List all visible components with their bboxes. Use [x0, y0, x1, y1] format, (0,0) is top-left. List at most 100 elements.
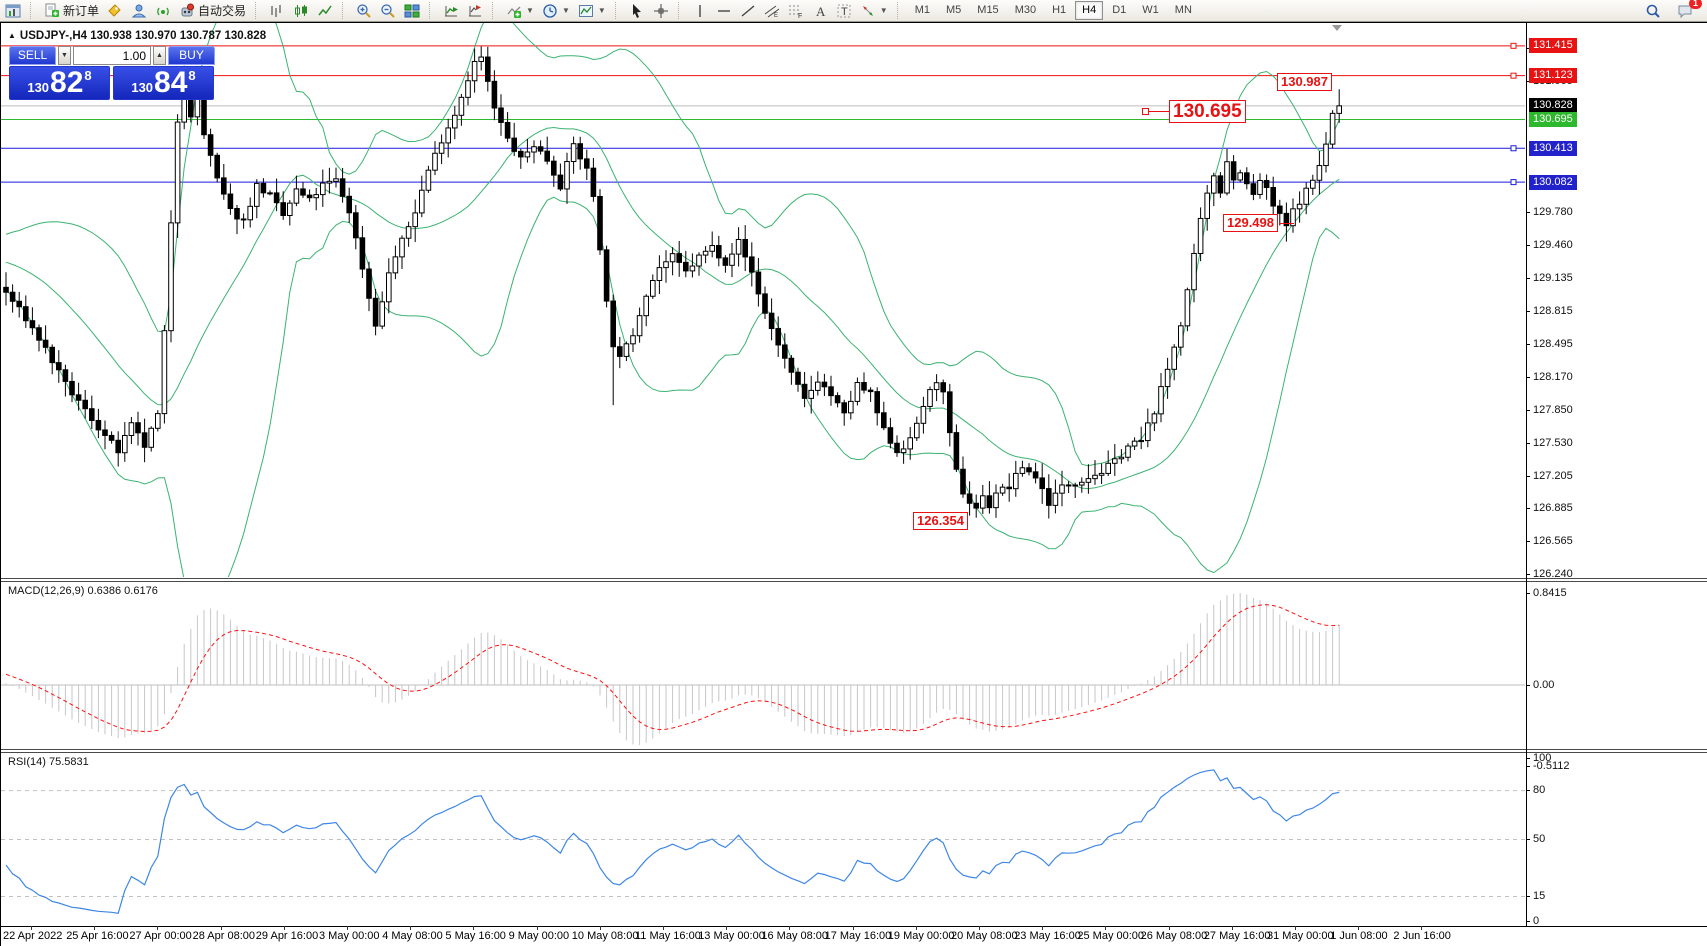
line-handle[interactable] — [1510, 145, 1517, 152]
toolbar-button-text-tool[interactable]: A — [808, 2, 832, 19]
line-price-label: 131.415 — [1529, 38, 1577, 54]
toolbar-separator — [896, 2, 904, 19]
price-tick: 128.815 — [1526, 305, 1573, 318]
price-tick: 129.460 — [1526, 239, 1573, 252]
macd-axis-tick: 0.8415 — [1526, 587, 1567, 600]
search-button[interactable] — [1641, 2, 1665, 19]
time-label: 23 May 16:00 — [1014, 930, 1081, 942]
toolbar-button-zoom-out[interactable] — [376, 2, 400, 19]
new-order-label: 新订单 — [63, 4, 100, 18]
chat-button[interactable]: 1 — [1673, 0, 1702, 19]
time-label: 10 May 08:00 — [571, 930, 639, 942]
price-annotation[interactable]: 130.695 — [1169, 100, 1246, 123]
toolbar-separator — [614, 2, 622, 19]
toolbar-button-bar-chart-mode[interactable] — [265, 2, 289, 19]
line-handle[interactable] — [1510, 72, 1517, 79]
toolbar-button-chart-shift[interactable] — [463, 2, 487, 19]
dropdown-caret-icon[interactable]: ▼ — [879, 6, 888, 15]
time-label: 20 May 08:00 — [951, 930, 1018, 942]
toolbar-button-line-chart-mode[interactable] — [313, 2, 337, 19]
rsi-label: RSI(14) 75.5831 — [8, 756, 89, 768]
panel-separator[interactable] — [1, 749, 1707, 753]
time-tick — [31, 926, 32, 930]
sell-button[interactable]: SELL — [9, 46, 56, 65]
timeframe-button-M30[interactable]: M30 — [1014, 4, 1037, 16]
toolbar-separator — [677, 2, 685, 19]
price-annotation[interactable]: 129.498 — [1223, 214, 1278, 232]
annotation-anchor[interactable] — [1142, 108, 1149, 115]
toolbar-button-horizontal-line-tool[interactable] — [712, 2, 736, 19]
annotation-leader — [1279, 223, 1294, 224]
arrows-icon — [862, 5, 873, 16]
time-label: 16 May 08:00 — [761, 930, 829, 942]
hline-icon — [717, 9, 730, 12]
time-tick — [410, 926, 412, 930]
time-tick — [599, 926, 601, 930]
timeframe-button-H4[interactable]: H4 — [1075, 1, 1104, 20]
toolbar-button-tile-windows[interactable] — [400, 2, 424, 19]
volume-up-button[interactable]: ▲ — [153, 46, 166, 65]
toolbar-button-cursor-tool[interactable] — [625, 2, 649, 19]
macd-label: MACD(12,26,9) 0.6386 0.6176 — [8, 585, 158, 597]
volume-input[interactable] — [73, 46, 151, 65]
line-handle[interactable] — [1510, 42, 1517, 49]
autotrading-label: 自动交易 — [198, 4, 247, 18]
dropdown-caret-icon[interactable]: ▼ — [526, 6, 534, 15]
toolbar-button-indicators-list[interactable]: ▼ — [502, 2, 538, 19]
toolbar-button-fibonacci-tool[interactable]: F — [784, 2, 808, 19]
price-annotation[interactable]: 126.354 — [913, 512, 968, 530]
timeframe-button-M5[interactable]: M5 — [946, 4, 962, 16]
dropdown-caret-icon[interactable]: ▼ — [597, 6, 606, 15]
timeframe-button-MN[interactable]: MN — [1174, 4, 1192, 16]
toolbar-button-history-center[interactable] — [103, 2, 127, 19]
toolbar-button-templates[interactable]: ▼ — [574, 2, 610, 19]
sell-price-button[interactable]: 130 82 8 — [9, 66, 110, 100]
toolbar-button-vertical-line-tool[interactable] — [688, 2, 712, 19]
symbol-info: ▲ USDJPY-,H4 130.938 130.970 130.787 130.… — [8, 30, 266, 42]
cursor-icon — [632, 3, 641, 18]
panel-separator[interactable] — [1, 578, 1707, 582]
toolbar: 新订单 自动交易 ▼ ▼ ▼ E F A T ▼ M1 M5 M15 M30 H1 H4 D1 W1 MN 1 — [0, 0, 1707, 22]
toolbar-button-navigator[interactable] — [127, 2, 151, 19]
timeframe-button-M1[interactable]: M1 — [914, 4, 930, 16]
toolbar-button-signals[interactable] — [151, 2, 175, 19]
toolbar-button-equidistant-channel-tool[interactable]: E — [760, 2, 784, 19]
price-annotation[interactable]: 130.987 — [1277, 73, 1332, 91]
buy-price-pip: 8 — [188, 68, 196, 83]
toolbar-button-arrows-tool[interactable]: ▼ — [856, 2, 892, 19]
toolbar-button-autotrading[interactable]: 自动交易 — [175, 2, 250, 19]
toolbar-button-zoom-in[interactable] — [352, 2, 376, 19]
timeframe-button-D1[interactable]: D1 — [1112, 4, 1127, 16]
line-price-label: 130.082 — [1529, 174, 1577, 190]
timeframe-button-W1[interactable]: W1 — [1142, 4, 1159, 16]
dropdown-caret-icon[interactable]: ▼ — [561, 6, 570, 15]
toolbar-button-new-order[interactable]: 新订单 — [40, 2, 103, 19]
rsi-axis-tick: 0 — [1526, 915, 1539, 928]
timeframe-button-H1[interactable]: H1 — [1052, 4, 1067, 16]
toolbar-button-trendline-tool[interactable] — [736, 2, 760, 19]
volume-down-button[interactable]: ▼ — [58, 46, 71, 65]
autotrade-icon — [181, 3, 195, 16]
toolbar-button-crosshair-tool[interactable] — [649, 2, 673, 19]
price-tick: 127.205 — [1526, 470, 1573, 483]
macd-signal-line — [5, 604, 1340, 733]
symbol-ohlc-text: USDJPY-,H4 130.938 130.970 130.787 130.8… — [19, 30, 267, 42]
time-tick — [979, 926, 980, 930]
buy-button[interactable]: BUY — [168, 46, 215, 65]
sell-price-prefix: 130 — [27, 80, 50, 95]
line-handle[interactable] — [1510, 179, 1517, 186]
toolbar-button-text-label-tool[interactable]: T — [832, 2, 856, 19]
chart-shift-marker-icon[interactable] — [1332, 25, 1342, 31]
buy-price-button[interactable]: 130 84 8 — [113, 66, 214, 100]
symbol-collapse-icon[interactable]: ▲ — [8, 31, 16, 40]
fibo-icon: F — [788, 5, 802, 19]
toolbar-button-chart-properties[interactable] — [1, 2, 25, 19]
time-tick — [789, 926, 791, 930]
toolbar-button-periods[interactable]: ▼ — [538, 2, 574, 19]
profile-icon — [131, 4, 147, 17]
toolbar-button-candlestick-mode[interactable] — [289, 2, 313, 19]
timeframe-button-M15[interactable]: M15 — [977, 4, 999, 16]
toolbar-button-auto-scroll[interactable] — [439, 2, 463, 19]
